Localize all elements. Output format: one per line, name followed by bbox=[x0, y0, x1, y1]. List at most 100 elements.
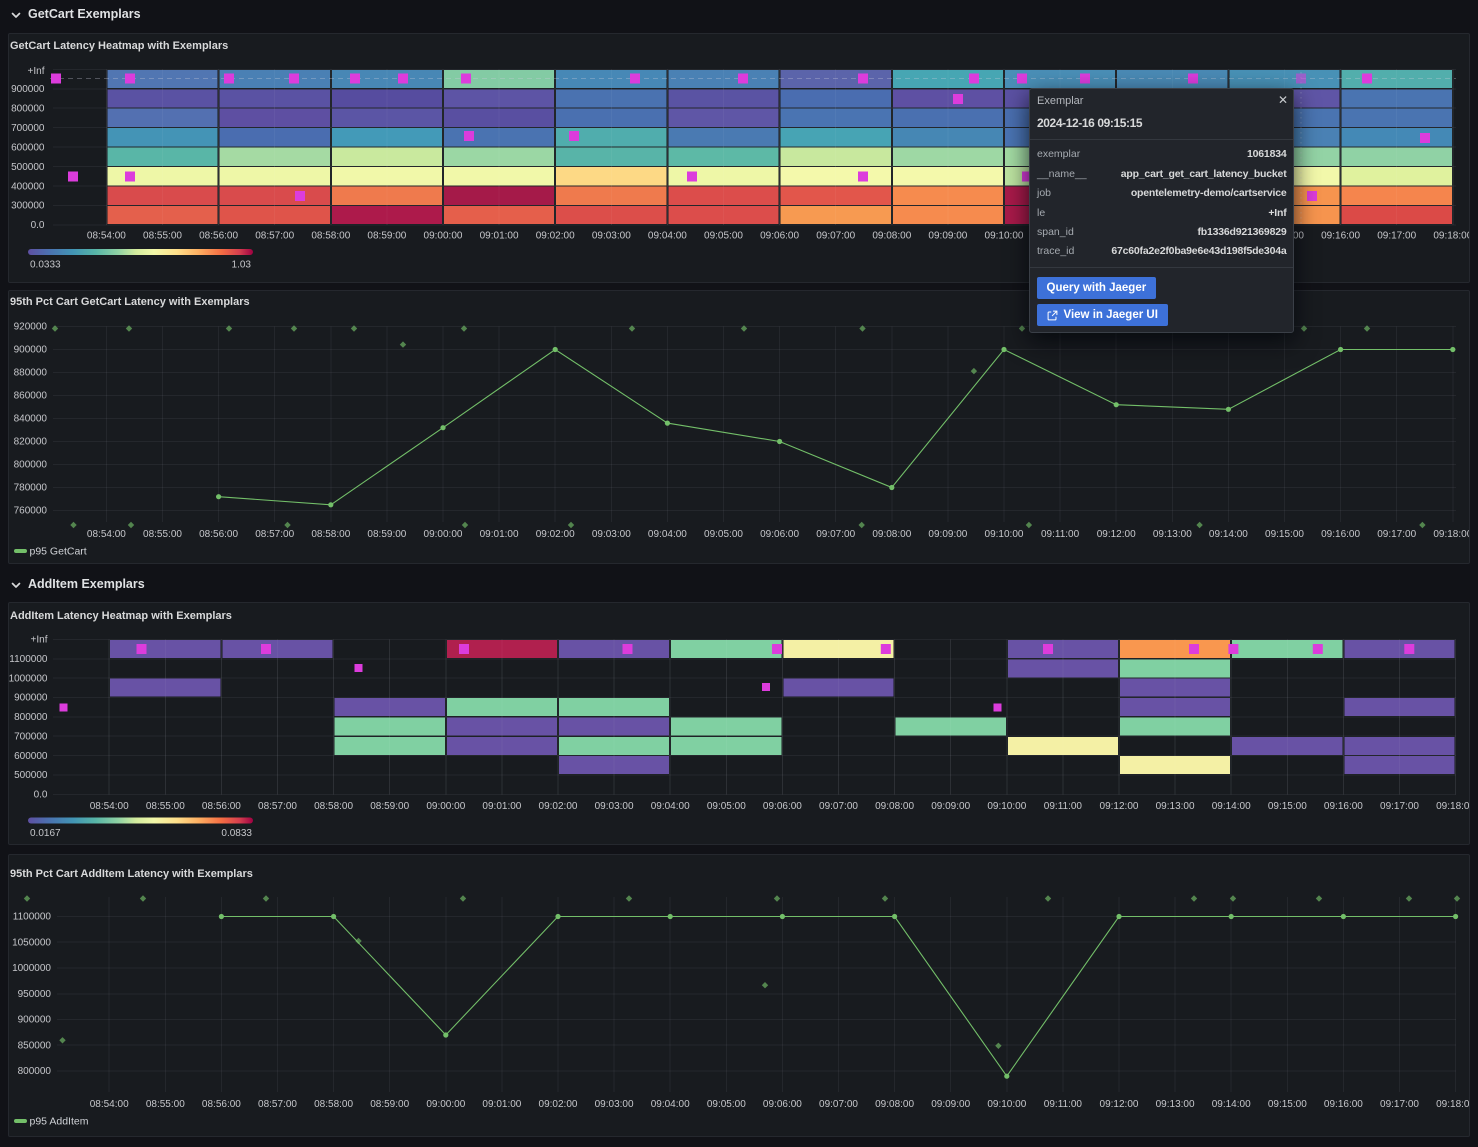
svg-text:09:17:00: 09:17:00 bbox=[1377, 529, 1416, 540]
svg-text:08:57:00: 08:57:00 bbox=[255, 231, 294, 242]
svg-text:08:58:00: 08:58:00 bbox=[314, 801, 353, 812]
svg-text:08:54:00: 08:54:00 bbox=[87, 231, 126, 242]
svg-text:09:09:00: 09:09:00 bbox=[928, 529, 967, 540]
svg-text:08:55:00: 08:55:00 bbox=[143, 231, 182, 242]
svg-text:09:04:00: 09:04:00 bbox=[651, 801, 690, 812]
svg-text:09:07:00: 09:07:00 bbox=[816, 231, 855, 242]
svg-text:900000: 900000 bbox=[11, 84, 45, 95]
svg-text:09:15:00: 09:15:00 bbox=[1265, 529, 1304, 540]
svg-text:08:54:00: 08:54:00 bbox=[90, 1099, 129, 1110]
svg-text:08:56:00: 08:56:00 bbox=[199, 529, 238, 540]
svg-text:09:12:00: 09:12:00 bbox=[1100, 801, 1139, 812]
svg-text:09:10:00: 09:10:00 bbox=[987, 1099, 1026, 1110]
svg-text:08:55:00: 08:55:00 bbox=[143, 529, 182, 540]
svg-text:09:01:00: 09:01:00 bbox=[480, 231, 519, 242]
svg-text:1050000: 1050000 bbox=[12, 938, 51, 949]
svg-text:09:09:00: 09:09:00 bbox=[931, 1099, 970, 1110]
svg-text:09:11:00: 09:11:00 bbox=[1044, 801, 1083, 812]
svg-text:09:03:00: 09:03:00 bbox=[595, 1099, 634, 1110]
svg-text:09:05:00: 09:05:00 bbox=[704, 231, 743, 242]
svg-text:920000: 920000 bbox=[14, 322, 48, 333]
svg-text:09:01:00: 09:01:00 bbox=[482, 801, 521, 812]
svg-text:09:08:00: 09:08:00 bbox=[872, 231, 911, 242]
svg-text:09:02:00: 09:02:00 bbox=[536, 529, 575, 540]
svg-text:09:18:00: 09:18:00 bbox=[1436, 1099, 1469, 1110]
svg-text:08:59:00: 08:59:00 bbox=[370, 1099, 409, 1110]
svg-text:09:05:00: 09:05:00 bbox=[704, 529, 743, 540]
svg-text:600000: 600000 bbox=[14, 751, 48, 762]
svg-text:09:13:00: 09:13:00 bbox=[1153, 529, 1192, 540]
svg-text:780000: 780000 bbox=[14, 483, 48, 494]
svg-text:09:03:00: 09:03:00 bbox=[592, 529, 631, 540]
svg-text:900000: 900000 bbox=[14, 345, 48, 356]
svg-text:08:56:00: 08:56:00 bbox=[199, 231, 238, 242]
svg-text:+Inf: +Inf bbox=[31, 635, 48, 646]
svg-text:09:15:00: 09:15:00 bbox=[1268, 1099, 1307, 1110]
svg-text:p95 GetCart: p95 GetCart bbox=[30, 546, 87, 558]
svg-text:09:15:00: 09:15:00 bbox=[1268, 801, 1307, 812]
svg-text:09:02:00: 09:02:00 bbox=[536, 231, 575, 242]
svg-text:500000: 500000 bbox=[14, 770, 48, 781]
svg-text:0.0333: 0.0333 bbox=[30, 260, 61, 271]
svg-text:08:54:00: 08:54:00 bbox=[87, 529, 126, 540]
svg-text:09:00:00: 09:00:00 bbox=[426, 801, 465, 812]
svg-text:09:08:00: 09:08:00 bbox=[875, 1099, 914, 1110]
svg-text:09:14:00: 09:14:00 bbox=[1212, 801, 1251, 812]
svg-text:09:06:00: 09:06:00 bbox=[760, 529, 799, 540]
svg-text:GetCart Latency Heatmap with E: GetCart Latency Heatmap with Exemplars bbox=[10, 40, 228, 52]
svg-text:1100000: 1100000 bbox=[13, 912, 52, 923]
svg-text:0.0167: 0.0167 bbox=[30, 828, 61, 839]
svg-text:300000: 300000 bbox=[11, 201, 45, 212]
svg-text:09:07:00: 09:07:00 bbox=[816, 529, 855, 540]
svg-text:700000: 700000 bbox=[11, 123, 45, 134]
svg-text:08:59:00: 08:59:00 bbox=[370, 801, 409, 812]
svg-text:08:56:00: 08:56:00 bbox=[202, 801, 241, 812]
svg-text:840000: 840000 bbox=[14, 414, 48, 425]
svg-text:800000: 800000 bbox=[14, 460, 48, 471]
svg-text:09:13:00: 09:13:00 bbox=[1156, 1099, 1195, 1110]
svg-text:0.0: 0.0 bbox=[34, 790, 48, 801]
svg-text:08:57:00: 08:57:00 bbox=[258, 1099, 297, 1110]
svg-text:09:11:00: 09:11:00 bbox=[1044, 1099, 1083, 1110]
svg-text:0.0: 0.0 bbox=[31, 220, 45, 231]
svg-text:09:00:00: 09:00:00 bbox=[426, 1099, 465, 1110]
svg-text:09:07:00: 09:07:00 bbox=[819, 801, 858, 812]
svg-text:09:06:00: 09:06:00 bbox=[760, 231, 799, 242]
svg-text:09:14:00: 09:14:00 bbox=[1212, 1099, 1251, 1110]
svg-text:850000: 850000 bbox=[18, 1041, 52, 1052]
svg-text:09:12:00: 09:12:00 bbox=[1100, 1099, 1139, 1110]
svg-text:09:04:00: 09:04:00 bbox=[648, 529, 687, 540]
svg-text:09:09:00: 09:09:00 bbox=[931, 801, 970, 812]
svg-text:09:06:00: 09:06:00 bbox=[763, 1099, 802, 1110]
svg-text:08:55:00: 08:55:00 bbox=[146, 801, 185, 812]
svg-text:08:58:00: 08:58:00 bbox=[314, 1099, 353, 1110]
svg-text:09:08:00: 09:08:00 bbox=[875, 801, 914, 812]
svg-text:95th Pct Cart GetCart Latency: 95th Pct Cart GetCart Latency with Exemp… bbox=[10, 296, 250, 308]
svg-text:08:55:00: 08:55:00 bbox=[146, 1099, 185, 1110]
svg-text:09:09:00: 09:09:00 bbox=[928, 231, 967, 242]
svg-text:09:08:00: 09:08:00 bbox=[872, 529, 911, 540]
svg-text:800000: 800000 bbox=[11, 103, 45, 114]
svg-text:09:02:00: 09:02:00 bbox=[539, 1099, 578, 1110]
svg-text:500000: 500000 bbox=[11, 162, 45, 173]
svg-text:1000000: 1000000 bbox=[9, 673, 48, 684]
svg-text:09:01:00: 09:01:00 bbox=[482, 1099, 521, 1110]
svg-text:09:05:00: 09:05:00 bbox=[707, 801, 746, 812]
svg-text:1000000: 1000000 bbox=[12, 963, 51, 974]
svg-text:08:54:00: 08:54:00 bbox=[90, 801, 129, 812]
svg-text:08:58:00: 08:58:00 bbox=[311, 529, 350, 540]
svg-text:09:16:00: 09:16:00 bbox=[1324, 1099, 1363, 1110]
svg-text:09:03:00: 09:03:00 bbox=[595, 801, 634, 812]
svg-text:p95 AddItem: p95 AddItem bbox=[30, 1116, 89, 1128]
svg-text:1100000: 1100000 bbox=[9, 654, 48, 665]
svg-text:09:10:00: 09:10:00 bbox=[985, 231, 1024, 242]
svg-text:09:13:00: 09:13:00 bbox=[1156, 801, 1195, 812]
svg-text:800000: 800000 bbox=[18, 1066, 52, 1077]
svg-text:08:59:00: 08:59:00 bbox=[367, 529, 406, 540]
svg-text:09:16:00: 09:16:00 bbox=[1324, 801, 1363, 812]
svg-text:AddItem Latency Heatmap with E: AddItem Latency Heatmap with Exemplars bbox=[10, 610, 232, 622]
svg-text:09:04:00: 09:04:00 bbox=[651, 1099, 690, 1110]
svg-text:09:10:00: 09:10:00 bbox=[985, 529, 1024, 540]
svg-text:09:18:00: 09:18:00 bbox=[1433, 529, 1469, 540]
svg-text:09:00:00: 09:00:00 bbox=[424, 231, 463, 242]
